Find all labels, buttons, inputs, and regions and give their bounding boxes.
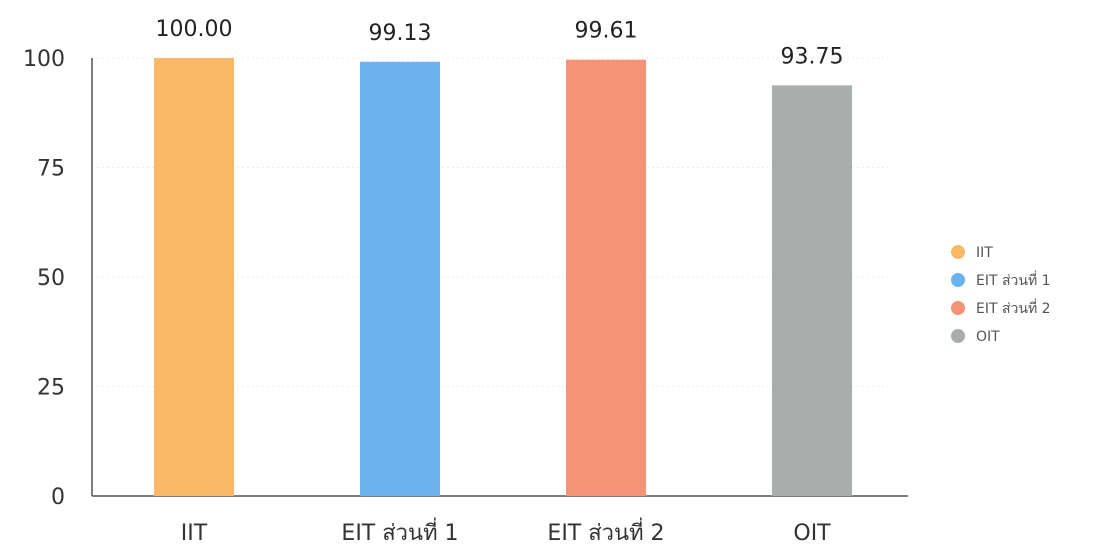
bar (566, 59, 646, 497)
bars (154, 58, 852, 497)
data-label: 99.13 (369, 21, 432, 46)
bar (772, 85, 852, 496)
y-tick-label: 75 (37, 157, 65, 182)
legend-label: EIT ส่วนที่ 2 (976, 299, 1051, 317)
bar (360, 61, 440, 496)
legend: IIT EIT ส่วนที่ 1 EIT ส่วนที่ 2 OIT (951, 245, 1051, 345)
x-tick-label: EIT ส่วนที่ 2 (547, 517, 664, 545)
x-tick-label: IIT (181, 521, 208, 545)
legend-swatch (951, 273, 965, 287)
data-label: 100.00 (156, 17, 233, 42)
y-tick-label: 50 (37, 266, 65, 291)
x-tick-labels: IIT EIT ส่วนที่ 1 EIT ส่วนที่ 2 OIT (181, 517, 831, 545)
legend-swatch (951, 301, 965, 315)
y-tick-label: 0 (51, 485, 65, 510)
x-tick-label: EIT ส่วนที่ 1 (341, 517, 458, 545)
legend-swatch (951, 245, 965, 259)
y-tick-label: 25 (37, 376, 65, 401)
legend-label: EIT ส่วนที่ 1 (976, 271, 1051, 289)
data-label: 93.75 (781, 44, 844, 69)
y-tick-label: 100 (23, 47, 65, 72)
legend-label: IIT (976, 245, 993, 261)
bar (154, 58, 234, 496)
data-labels: 100.00 99.13 99.61 93.75 (156, 17, 844, 69)
legend-swatch (951, 329, 965, 343)
legend-label: OIT (976, 329, 1000, 345)
x-tick-label: OIT (793, 521, 831, 545)
y-tick-labels: 0 25 50 75 100 (23, 47, 65, 510)
data-label: 99.61 (575, 19, 638, 44)
